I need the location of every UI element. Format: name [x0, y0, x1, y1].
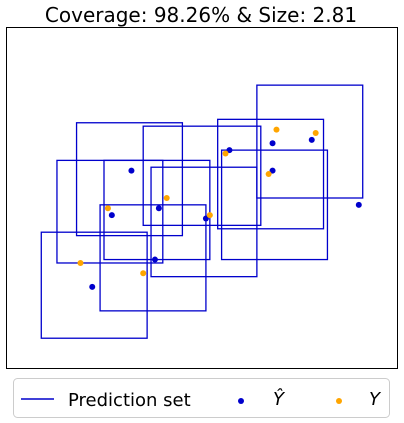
y-point — [312, 130, 319, 137]
y-hat-point — [89, 283, 96, 290]
y-hat-point — [355, 201, 362, 208]
y-point — [163, 195, 170, 201]
prediction-set-box — [56, 159, 164, 264]
prediction-set-box — [150, 166, 258, 278]
y-point — [222, 150, 229, 157]
legend-y-label: Y — [369, 389, 382, 410]
y-hat-point — [226, 147, 233, 154]
y-hat-point — [308, 136, 315, 143]
prediction-set-box — [217, 118, 325, 230]
y-hat-point — [151, 256, 158, 263]
y-hat-point — [128, 167, 135, 174]
prediction-sets — [40, 84, 364, 339]
y-point — [140, 270, 147, 277]
legend-y-marker — [336, 398, 342, 404]
y-point — [77, 259, 84, 266]
prediction-set-box — [220, 149, 329, 261]
prediction-set-box — [256, 84, 364, 199]
y-point — [104, 205, 111, 212]
y-hat-point — [155, 205, 162, 212]
y-hat-point — [269, 140, 276, 147]
y-hat-point — [269, 167, 276, 174]
prediction-set-box — [75, 122, 184, 237]
y-hat-points — [89, 136, 362, 290]
prediction-set-box — [99, 204, 207, 312]
y-hat-point — [108, 212, 115, 219]
prediction-set-box — [142, 125, 262, 227]
legend-prediction-set-label: Prediction set — [68, 390, 191, 411]
legend: Prediction set Ŷ Y — [13, 378, 390, 418]
legend-y-hat-label: Ŷ — [273, 388, 286, 410]
legend-frame — [13, 378, 390, 418]
plot-area — [6, 27, 398, 369]
legend-y-hat-marker — [238, 398, 244, 404]
y-point — [273, 126, 280, 133]
chart-title: Coverage: 98.26% & Size: 2.81 — [45, 3, 357, 27]
prediction-set-box — [40, 231, 148, 339]
y-point — [265, 171, 272, 178]
y-point — [206, 212, 213, 219]
y-points — [77, 126, 319, 277]
y-hat-point — [202, 215, 209, 222]
